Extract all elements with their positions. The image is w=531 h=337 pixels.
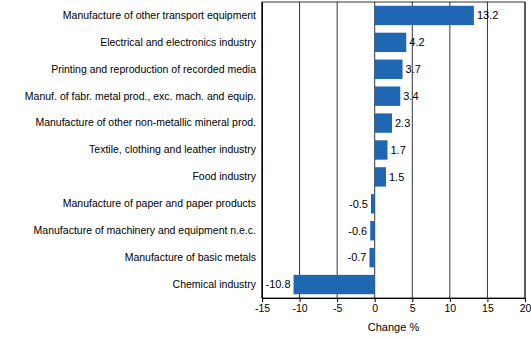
x-axis: -15 -10 -5 0 5 10 15 20 (255, 298, 531, 314)
data-label: -10.8 (265, 278, 290, 290)
x-tick: 0 (372, 298, 378, 314)
x-tick: 5 (410, 298, 416, 314)
bar (294, 275, 375, 294)
x-tick-label: 10 (445, 302, 457, 314)
y-tick: Manufacture of other transport equipment (63, 9, 262, 21)
category-label: Textile, clothing and leather industry (89, 143, 257, 155)
bar (375, 60, 403, 79)
bar (370, 221, 375, 240)
x-tick-label: -15 (255, 302, 270, 314)
data-labels: 13.2 4.2 3.7 3.4 2.3 1.7 1.5 -0.5 -0.6 -0.7 -10.8 (265, 9, 498, 290)
y-tick: Electrical and electronics industry (100, 36, 262, 48)
bar (369, 248, 374, 267)
y-tick: Manufacture of paper and paper products (63, 197, 262, 209)
chart: 13.24.23.73.42.31.71.5-0.5-0.6-0.7-10.8-… (0, 0, 531, 337)
grid-line (449, 2, 450, 298)
y-tick: Chemical industry (173, 278, 262, 290)
x-tick: 10 (445, 298, 457, 314)
grid-line (299, 2, 300, 298)
x-tick: -10 (292, 298, 307, 314)
x-tick-label: 5 (410, 302, 416, 314)
x-tick-label: 0 (372, 302, 378, 314)
grid-line (487, 2, 488, 298)
category-label: Food industry (192, 170, 256, 182)
grid (262, 2, 525, 298)
y-axis-line (262, 3, 263, 299)
data-label: 2.3 (395, 117, 410, 129)
y-tick: Printing and reproduction of recorded me… (51, 63, 262, 75)
y-axis: Manufacture of other transport equipment… (25, 3, 263, 299)
category-label: Manuf. of fabr. metal prod., exc. mach. … (25, 90, 256, 102)
x-tick: -5 (333, 298, 342, 314)
data-label: 1.7 (390, 144, 405, 156)
x-tick-mark (262, 298, 263, 302)
data-label: -0.5 (349, 198, 368, 210)
y-tick: Textile, clothing and leather industry (89, 143, 262, 155)
bar (375, 113, 392, 132)
data-label: 4.2 (409, 36, 424, 48)
x-tick-label: -5 (333, 302, 342, 314)
bars (294, 6, 474, 294)
x-tick-mark (337, 298, 338, 302)
x-tick: 20 (520, 298, 531, 314)
data-label: 3.4 (403, 90, 418, 102)
data-label: 3.7 (406, 63, 421, 75)
data-label: -0.7 (347, 251, 366, 263)
category-label: Manufacture of machinery and equipment n… (34, 224, 256, 236)
category-label: Manufacture of basic metals (125, 251, 256, 263)
y-tick: Manuf. of fabr. metal prod., exc. mach. … (25, 90, 262, 102)
y-tick: Manufacture of basic metals (125, 251, 262, 263)
data-label: 1.5 (389, 171, 404, 183)
bar (375, 86, 401, 105)
y-tick: Manufacture of machinery and equipment n… (34, 224, 262, 236)
y-tick: Food industry (192, 170, 262, 182)
x-tick-mark (375, 298, 376, 302)
x-tick: -15 (255, 298, 270, 314)
bar (375, 6, 474, 25)
x-tick-mark (525, 298, 526, 302)
x-tick-mark (300, 298, 301, 302)
x-tick-label: 20 (520, 302, 531, 314)
x-axis-title: Change % (368, 321, 420, 333)
data-label: -0.6 (348, 225, 367, 237)
x-tick-mark (412, 298, 413, 302)
x-tick-mark (487, 298, 488, 302)
category-label: Electrical and electronics industry (100, 36, 257, 48)
plot: 13.24.23.73.42.31.71.5-0.5-0.6-0.7-10.8-… (25, 2, 531, 314)
category-label: Manufacture of paper and paper products (63, 197, 256, 209)
bar (375, 33, 407, 52)
data-label: 13.2 (477, 9, 498, 21)
x-tick-label: -10 (292, 302, 307, 314)
category-label: Chemical industry (173, 278, 257, 290)
category-label: Printing and reproduction of recorded me… (51, 63, 256, 75)
x-tick-mark (450, 298, 451, 302)
bar (375, 140, 388, 159)
y-tick: Manufacture of other non-metallic minera… (35, 116, 262, 128)
grid-line (337, 2, 338, 298)
x-tick: 15 (482, 298, 494, 314)
bar (375, 167, 386, 186)
plot-frame (262, 2, 525, 298)
bar (371, 194, 375, 213)
category-label: Manufacture of other transport equipment (63, 9, 256, 21)
x-tick-label: 15 (482, 302, 494, 314)
category-label: Manufacture of other non-metallic minera… (35, 116, 256, 128)
